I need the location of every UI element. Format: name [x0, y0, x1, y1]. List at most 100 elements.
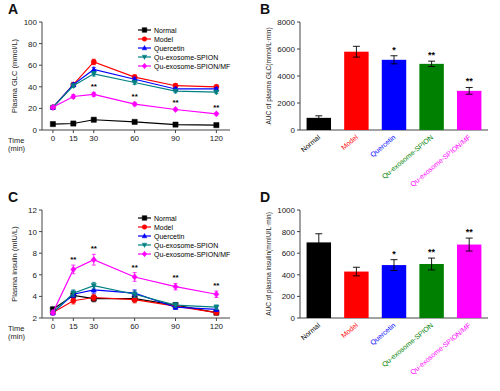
y-tick-label: 4000	[277, 72, 295, 81]
plot-area	[50, 59, 219, 127]
panel-title: A	[8, 1, 18, 17]
point	[173, 284, 178, 290]
x-tick-label: 0	[51, 134, 56, 143]
y-tick	[39, 253, 42, 254]
error-bar	[391, 56, 398, 64]
legend-marker	[142, 55, 147, 59]
x-tick-label: Qu-exosome-SPION/MF	[409, 133, 473, 188]
y-tick-label: 0	[291, 126, 296, 135]
point	[173, 89, 178, 94]
error-bar	[51, 310, 55, 314]
panel: 02004006008001000AUC of plasma insulin(m…	[260, 189, 488, 377]
error-bar	[92, 59, 96, 64]
annotation: **	[213, 103, 220, 112]
y-axis-label: AUC of plasma GLC(mmol/L·min)	[265, 27, 273, 124]
text-line: (min)	[8, 144, 26, 153]
y-tick-label: 12	[28, 206, 37, 215]
x-tick-label: 30	[89, 322, 98, 331]
point	[71, 266, 76, 272]
y-tick-label: 8000	[277, 18, 295, 27]
legend-marker	[142, 243, 147, 247]
y-tick	[297, 253, 300, 254]
y-tick	[39, 108, 42, 109]
y-tick	[297, 49, 300, 50]
point	[173, 303, 178, 308]
point	[91, 295, 96, 300]
series	[50, 91, 219, 117]
x-tick-label: 15	[69, 322, 78, 331]
point	[91, 284, 96, 289]
panel: 0 2000 4000 6000 8000 AUC of plasma GLC(mmol/…	[260, 1, 488, 189]
x-tick-label: 60	[130, 322, 139, 331]
x-tick-label: Quercetin	[369, 133, 397, 159]
legend-marker	[142, 225, 147, 230]
legend-marker	[142, 28, 147, 33]
background	[0, 0, 500, 391]
series-line	[53, 295, 216, 312]
y-tick-label: 80	[28, 40, 37, 49]
y-tick	[297, 296, 300, 297]
error-bar	[353, 46, 360, 57]
y-tick	[297, 22, 300, 23]
annotation: **	[428, 50, 436, 60]
point	[132, 101, 137, 107]
y-tick-label: 0	[33, 126, 38, 135]
series-line	[53, 70, 216, 108]
series	[50, 292, 219, 315]
y-tick-label: 200	[282, 292, 296, 301]
point	[71, 84, 76, 89]
y-axis-label: AUC of plasma insulin(mmIU/L·min)	[265, 212, 273, 316]
x-tick	[175, 318, 176, 321]
error-bar	[92, 282, 96, 288]
x-tick	[73, 318, 74, 321]
x-tick-label: 120	[210, 134, 224, 143]
point	[132, 119, 137, 124]
y-tick	[297, 130, 300, 131]
y-tick	[39, 231, 42, 232]
error-bar	[92, 294, 96, 300]
y-tick-label: 2000	[277, 99, 295, 108]
point	[91, 67, 96, 72]
error-bar	[214, 291, 218, 297]
x-tick-label: Normal	[300, 321, 322, 341]
y-tick-label: 10	[28, 228, 37, 237]
legend-marker	[142, 63, 147, 69]
x-tick-label: 15	[69, 134, 78, 143]
plot-area	[307, 234, 482, 318]
legend-label: Quercetin	[154, 233, 184, 241]
y-axis-line	[42, 210, 43, 318]
x-axis-label: Time(min)	[8, 324, 26, 341]
panel: 020406080100Plasma GLC (mmol/L)A01530609…	[8, 1, 230, 153]
error-bar	[92, 67, 96, 71]
error-bar	[92, 254, 96, 265]
x-tick-label: 30	[89, 134, 98, 143]
x-tick	[52, 130, 53, 133]
x-axis-line	[42, 130, 230, 131]
point	[91, 117, 96, 122]
y-tick	[39, 296, 42, 297]
legend-label: Model	[154, 224, 174, 231]
y-tick-label: 6000	[277, 45, 295, 54]
x-tick-label: Qu-exosome-SPION/MF	[409, 321, 473, 376]
y-tick-label: 60	[28, 61, 37, 70]
bar	[457, 91, 481, 130]
x-tick-label: 90	[171, 134, 180, 143]
point	[173, 106, 178, 112]
y-tick	[297, 274, 300, 275]
bar	[344, 272, 368, 318]
legend-label: Quercetin	[154, 45, 184, 53]
series	[50, 72, 219, 111]
annotation: **	[172, 273, 179, 282]
panel-title: D	[260, 189, 270, 205]
x-tick	[73, 130, 74, 133]
x-tick-label: Model	[340, 133, 359, 151]
point	[91, 257, 96, 263]
error-bar	[466, 87, 473, 94]
x-tick-label: 60	[130, 134, 139, 143]
y-tick-label: 800	[282, 228, 296, 237]
y-tick-label: 100	[24, 18, 38, 27]
y-tick	[297, 76, 300, 77]
x-tick-label: 90	[171, 322, 180, 331]
y-tick	[297, 231, 300, 232]
y-tick-label: 1000	[277, 206, 295, 215]
